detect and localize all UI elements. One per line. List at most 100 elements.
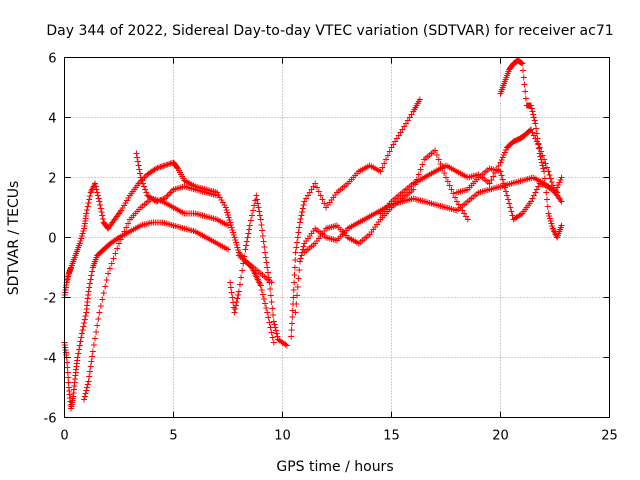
data-point-track-f bbox=[314, 184, 321, 191]
data-point-track-j bbox=[539, 162, 546, 169]
data-point-track-a bbox=[84, 203, 91, 210]
data-point-track-i bbox=[544, 164, 551, 171]
data-point-track-f bbox=[293, 244, 300, 251]
data-point-track-c bbox=[116, 240, 122, 247]
grid bbox=[64, 57, 610, 418]
y-tick-label: -4 bbox=[44, 352, 57, 367]
data-point-track-e bbox=[267, 286, 274, 292]
data-point-track-j bbox=[533, 125, 540, 132]
data-point-track-e bbox=[256, 208, 263, 215]
data-point-track-k bbox=[509, 212, 516, 219]
data-point-track-a bbox=[97, 202, 104, 208]
data-point-track-a bbox=[265, 314, 272, 321]
data-point-track-d bbox=[138, 177, 145, 184]
data-point-track-c bbox=[88, 358, 95, 365]
data-point-track-e bbox=[274, 333, 281, 340]
data-point-track-k bbox=[498, 172, 505, 179]
data-point-track-a bbox=[97, 205, 104, 212]
data-point-track-a bbox=[98, 209, 105, 215]
data-point-track-j bbox=[538, 159, 545, 166]
data-point-track-c bbox=[100, 290, 107, 296]
data-point-track-e bbox=[272, 327, 279, 334]
data-point-track-h bbox=[448, 186, 455, 193]
data-point-track-c bbox=[99, 296, 106, 303]
data-point-track-d bbox=[133, 150, 140, 157]
data-point-track-h bbox=[432, 147, 439, 154]
data-point-track-k bbox=[508, 208, 515, 215]
data-point-track-e bbox=[245, 230, 252, 237]
data-point-track-a bbox=[86, 193, 93, 199]
data-point-track-i bbox=[546, 172, 553, 178]
data-point-track-h bbox=[444, 178, 451, 185]
data-point-track-a bbox=[258, 287, 265, 293]
x-tick-label: 0 bbox=[60, 429, 68, 444]
data-point-track-j bbox=[543, 189, 550, 196]
data-point-track-c bbox=[96, 309, 103, 316]
data-point-track-c bbox=[83, 387, 90, 394]
data-point-track-g bbox=[292, 309, 299, 316]
data-point-track-a bbox=[86, 196, 93, 203]
data-point-track-b bbox=[81, 320, 88, 326]
data-point-track-a bbox=[95, 195, 102, 202]
x-tick-label: 25 bbox=[601, 429, 618, 444]
data-point-track-a bbox=[264, 309, 271, 316]
data-point-track-c bbox=[108, 260, 115, 267]
y-axis-label: SDTVAR / TECUs bbox=[6, 181, 22, 296]
data-point-track-a bbox=[259, 291, 266, 298]
data-point-track-f bbox=[321, 200, 328, 207]
data-point-track-g bbox=[299, 246, 306, 253]
data-point-track-c bbox=[87, 363, 94, 370]
data-point-track-d bbox=[136, 166, 143, 173]
data-point-track-h bbox=[452, 194, 459, 201]
data-point-track-i bbox=[558, 174, 565, 181]
data-point-track-b bbox=[87, 276, 94, 283]
data-point-track-d bbox=[137, 170, 144, 177]
data-point-track-f bbox=[298, 212, 305, 219]
data-point-track-j bbox=[536, 145, 543, 152]
data-point-track-g bbox=[294, 284, 301, 290]
data-point-track-e bbox=[250, 207, 257, 214]
data-point-track-f bbox=[289, 314, 296, 320]
data-point-track-d bbox=[139, 180, 146, 187]
data-point-track-k bbox=[507, 204, 514, 211]
data-point-track-a bbox=[266, 319, 273, 326]
data-point-track-k bbox=[517, 211, 524, 218]
data-point-track-c bbox=[121, 228, 128, 235]
data-point-track-e bbox=[262, 249, 269, 256]
data-point-track-j bbox=[544, 196, 551, 203]
data-point-track-e bbox=[258, 222, 265, 228]
data-point-track-c bbox=[119, 232, 126, 239]
data-point-track-f bbox=[299, 209, 306, 215]
data-point-track-c bbox=[125, 220, 132, 227]
data-point-track-a bbox=[262, 300, 269, 307]
data-point-track-f bbox=[296, 224, 303, 231]
data-point-track-b bbox=[75, 350, 82, 357]
data-point-track-a bbox=[94, 192, 101, 199]
chart-title: Day 344 of 2022, Sidereal Day-to-day VTE… bbox=[46, 23, 613, 39]
data-point-track-g bbox=[297, 255, 304, 262]
data-point-track-k bbox=[505, 196, 512, 203]
data-point-track-i bbox=[486, 180, 493, 187]
data-point-track-e bbox=[270, 318, 277, 325]
data-point-track-a bbox=[270, 339, 277, 346]
data-point-track-j bbox=[521, 81, 528, 88]
x-tick-labels: 0 5 10 15 20 25 bbox=[60, 429, 617, 444]
data-point-track-f bbox=[291, 279, 298, 286]
data-point-track-e bbox=[254, 196, 261, 203]
data-point-track-f bbox=[290, 294, 297, 301]
data-point-track-j bbox=[529, 108, 536, 115]
data-point-track-b bbox=[89, 268, 96, 275]
data-point-track-c bbox=[84, 384, 91, 391]
data-point-track-c bbox=[110, 255, 117, 262]
data-point-track-e bbox=[283, 342, 290, 349]
data-point-track-e bbox=[243, 238, 250, 245]
data-point-track-f bbox=[291, 272, 298, 278]
data-point-track-e bbox=[232, 306, 239, 312]
data-point-track-f bbox=[290, 287, 297, 293]
data-point-track-g bbox=[294, 292, 301, 299]
data-point-track-f bbox=[295, 229, 302, 236]
data-point-track-e bbox=[253, 192, 260, 199]
data-point-track-c bbox=[86, 368, 93, 375]
data-point-track-b bbox=[114, 235, 121, 242]
data-point-track-j bbox=[541, 168, 548, 175]
